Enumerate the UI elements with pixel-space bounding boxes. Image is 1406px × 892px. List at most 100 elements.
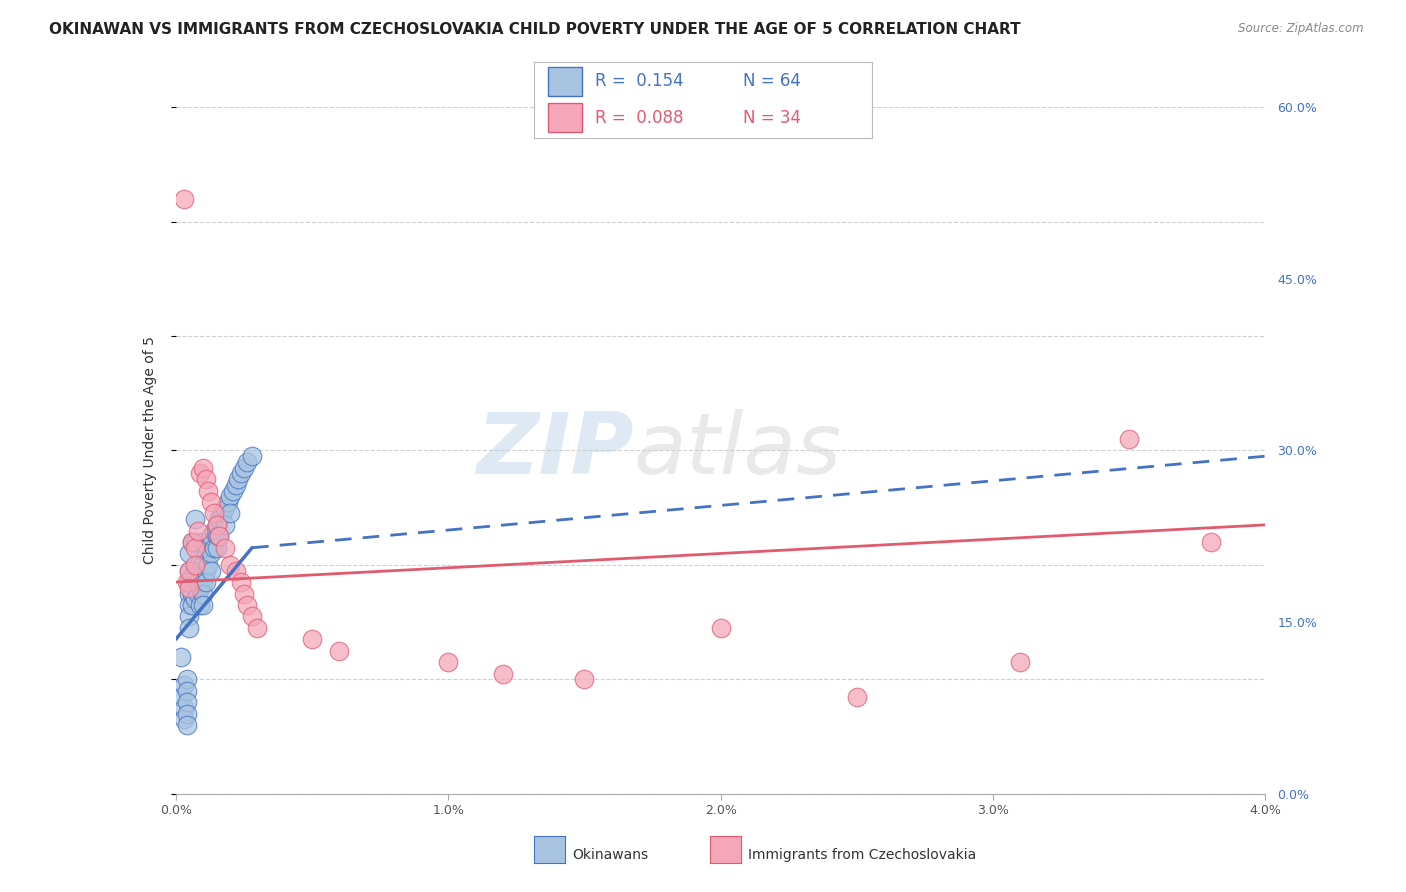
- Point: [222, 483, 245, 498]
- Point: [181, 598, 204, 612]
- Point: [184, 541, 207, 555]
- Point: [191, 575, 214, 590]
- Point: [179, 581, 201, 595]
- Point: [219, 489, 242, 503]
- Point: [170, 690, 193, 704]
- Bar: [548, 103, 582, 132]
- Point: [232, 586, 254, 600]
- Point: [176, 673, 198, 687]
- Point: [214, 500, 236, 515]
- Point: [194, 546, 217, 561]
- Point: [208, 529, 231, 543]
- Point: [179, 598, 201, 612]
- Point: [184, 535, 207, 549]
- Point: [186, 575, 209, 590]
- Point: [170, 649, 193, 664]
- Point: [845, 690, 868, 704]
- Point: [188, 467, 211, 481]
- Point: [176, 683, 198, 698]
- Point: [176, 575, 198, 590]
- Point: [231, 467, 253, 481]
- Point: [197, 483, 219, 498]
- Point: [197, 558, 219, 572]
- Point: [179, 564, 201, 578]
- Point: [197, 541, 219, 555]
- Point: [179, 621, 201, 635]
- Point: [1010, 655, 1032, 669]
- Bar: [548, 67, 582, 95]
- Point: [194, 472, 217, 486]
- Point: [179, 586, 201, 600]
- Point: [191, 558, 214, 572]
- Point: [176, 706, 198, 721]
- Point: [235, 455, 257, 469]
- Point: [179, 575, 201, 590]
- Point: [219, 507, 242, 521]
- Point: [240, 449, 263, 463]
- Point: [184, 592, 207, 607]
- Point: [200, 546, 222, 561]
- Point: [228, 472, 250, 486]
- Point: [492, 666, 515, 681]
- Y-axis label: Child Poverty Under the Age of 5: Child Poverty Under the Age of 5: [143, 336, 157, 565]
- Point: [181, 586, 204, 600]
- Point: [301, 632, 323, 647]
- Point: [186, 524, 209, 538]
- Text: ZIP: ZIP: [475, 409, 633, 492]
- Point: [176, 718, 198, 732]
- Point: [235, 598, 257, 612]
- Point: [173, 192, 195, 206]
- Point: [1118, 432, 1140, 446]
- Point: [191, 460, 214, 475]
- Point: [173, 701, 195, 715]
- Point: [202, 541, 225, 555]
- Text: atlas: atlas: [633, 409, 841, 492]
- Point: [184, 575, 207, 590]
- Point: [225, 564, 247, 578]
- Point: [176, 695, 198, 709]
- Point: [208, 529, 231, 543]
- Point: [205, 517, 228, 532]
- Point: [437, 655, 460, 669]
- Point: [1199, 535, 1222, 549]
- Point: [219, 558, 242, 572]
- Point: [205, 529, 228, 543]
- Point: [710, 621, 733, 635]
- Point: [214, 541, 236, 555]
- Point: [240, 609, 263, 624]
- Point: [191, 535, 214, 549]
- Point: [179, 609, 201, 624]
- Point: [214, 517, 236, 532]
- Text: N = 34: N = 34: [744, 109, 801, 127]
- Text: Immigrants from Czechoslovakia: Immigrants from Czechoslovakia: [748, 847, 976, 862]
- Point: [231, 575, 253, 590]
- Point: [191, 598, 214, 612]
- Point: [225, 478, 247, 492]
- Point: [181, 569, 204, 583]
- Point: [205, 517, 228, 532]
- Point: [191, 586, 214, 600]
- Point: [202, 507, 225, 521]
- Point: [194, 564, 217, 578]
- Text: R =  0.088: R = 0.088: [595, 109, 683, 127]
- Point: [188, 564, 211, 578]
- Point: [184, 512, 207, 526]
- Point: [186, 586, 209, 600]
- Point: [181, 535, 204, 549]
- Point: [202, 524, 225, 538]
- Text: Source: ZipAtlas.com: Source: ZipAtlas.com: [1239, 22, 1364, 36]
- Point: [188, 581, 211, 595]
- Point: [208, 512, 231, 526]
- Point: [186, 558, 209, 572]
- Point: [173, 713, 195, 727]
- Text: R =  0.154: R = 0.154: [595, 72, 683, 90]
- Point: [246, 621, 269, 635]
- Point: [200, 529, 222, 543]
- Text: N = 64: N = 64: [744, 72, 801, 90]
- Point: [188, 598, 211, 612]
- Point: [179, 546, 201, 561]
- Point: [217, 495, 239, 509]
- Point: [211, 507, 233, 521]
- Text: OKINAWAN VS IMMIGRANTS FROM CZECHOSLOVAKIA CHILD POVERTY UNDER THE AGE OF 5 CORR: OKINAWAN VS IMMIGRANTS FROM CZECHOSLOVAK…: [49, 22, 1021, 37]
- Point: [200, 564, 222, 578]
